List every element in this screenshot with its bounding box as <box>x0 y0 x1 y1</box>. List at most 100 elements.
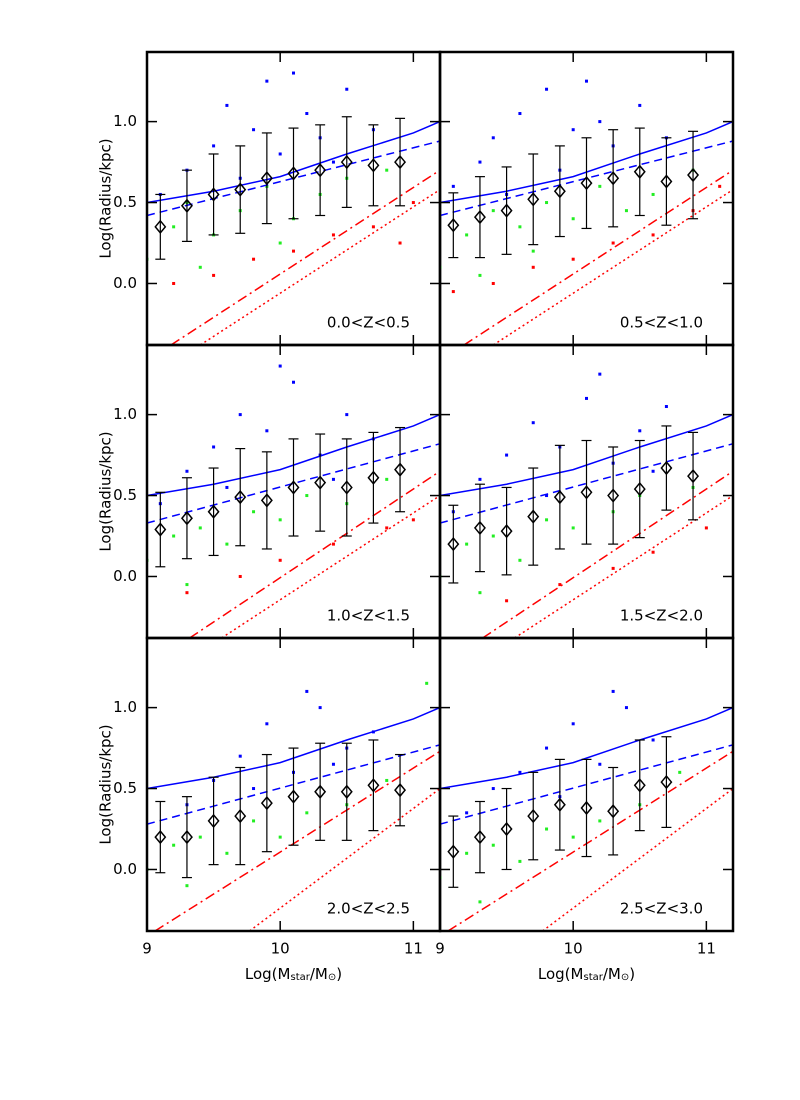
median-diamond <box>367 778 380 793</box>
y-tick-label: 0.0 <box>113 860 137 878</box>
point <box>491 136 495 140</box>
x-axis-label-part: ⊙ <box>621 972 629 983</box>
point <box>238 754 242 758</box>
median-diamond <box>207 187 220 202</box>
median-diamond <box>234 182 247 197</box>
point <box>598 819 602 823</box>
median-diamond <box>527 808 540 824</box>
y-axis-label: Log(Radius/kpc) <box>97 431 115 551</box>
point <box>345 87 349 91</box>
median-diamond <box>207 813 220 829</box>
median-diamond <box>394 462 407 477</box>
panel <box>147 364 440 638</box>
point <box>651 738 655 742</box>
point <box>411 201 415 205</box>
point <box>185 591 189 595</box>
y-tick-label: 0.0 <box>113 567 137 585</box>
point <box>305 811 309 815</box>
median-diamond <box>340 480 353 495</box>
median-diamond <box>473 829 486 845</box>
point <box>278 518 282 522</box>
point <box>478 591 482 595</box>
point <box>491 281 495 285</box>
median-diamond <box>394 154 407 170</box>
median-diamond <box>340 154 353 170</box>
point <box>212 273 216 277</box>
point <box>278 364 282 368</box>
x-axis-label-part: Log(M <box>538 965 584 983</box>
point <box>598 372 602 376</box>
median-diamond <box>553 184 566 199</box>
median-diamond <box>287 789 300 804</box>
model-line <box>147 443 440 524</box>
point <box>331 160 335 164</box>
point <box>345 413 349 417</box>
y-tick-label: 1.0 <box>113 405 137 423</box>
point <box>465 233 469 237</box>
y-tick-label: 0.5 <box>113 486 137 504</box>
median-diamond <box>660 774 673 790</box>
median-diamond <box>154 522 167 537</box>
median-diamond <box>473 209 486 225</box>
x-axis-label-part: star <box>583 972 603 983</box>
point <box>238 413 242 417</box>
median-diamond <box>314 784 327 799</box>
median-diamond <box>314 162 327 178</box>
median-diamond <box>527 509 540 524</box>
median-diamond <box>660 174 673 189</box>
point <box>278 835 282 839</box>
point <box>198 835 202 839</box>
point <box>664 405 668 409</box>
median-diamond <box>207 504 220 519</box>
y-tick-label: 0.0 <box>113 274 137 292</box>
point <box>638 103 642 107</box>
median-diamond <box>314 475 327 490</box>
median-diamond <box>287 480 300 495</box>
median-diamond <box>367 158 380 173</box>
point <box>278 152 282 156</box>
point <box>185 469 189 473</box>
median-diamond <box>580 485 593 500</box>
model-line <box>514 494 733 638</box>
median-diamond <box>367 470 380 485</box>
point <box>331 477 335 481</box>
point <box>292 380 295 384</box>
panel-label: 1.5<Z<2.0 <box>620 607 703 625</box>
panel <box>440 79 733 345</box>
point <box>518 859 522 863</box>
point <box>225 542 229 546</box>
point <box>331 233 335 237</box>
point <box>571 257 575 261</box>
x-axis-label-part: ) <box>336 965 342 983</box>
panel <box>440 689 733 931</box>
median-diamond <box>580 800 593 816</box>
point <box>425 681 429 685</box>
model-line <box>147 706 440 790</box>
point <box>385 477 389 481</box>
x-tick-label: 11 <box>404 940 423 958</box>
point <box>491 787 495 791</box>
model-line <box>440 140 733 217</box>
point <box>278 558 282 562</box>
y-axis-label: Log(Radius/kpc) <box>97 138 115 258</box>
model-line <box>147 413 440 497</box>
model-line <box>147 744 440 825</box>
median-diamond <box>447 844 460 859</box>
point <box>451 290 455 294</box>
point <box>371 225 375 229</box>
x-tick-label: 9 <box>142 940 152 958</box>
point <box>198 526 202 530</box>
x-axis-label-part: ⊙ <box>328 972 336 983</box>
point <box>238 574 242 578</box>
point <box>651 550 655 554</box>
x-tick-label: 10 <box>271 940 290 958</box>
panel <box>440 372 733 638</box>
model-line <box>154 750 440 931</box>
point <box>385 168 389 172</box>
median-diamond <box>660 460 673 476</box>
point <box>571 835 575 839</box>
y-tick-label: 0.5 <box>113 193 137 211</box>
point <box>331 762 335 766</box>
median-diamond <box>154 829 167 845</box>
